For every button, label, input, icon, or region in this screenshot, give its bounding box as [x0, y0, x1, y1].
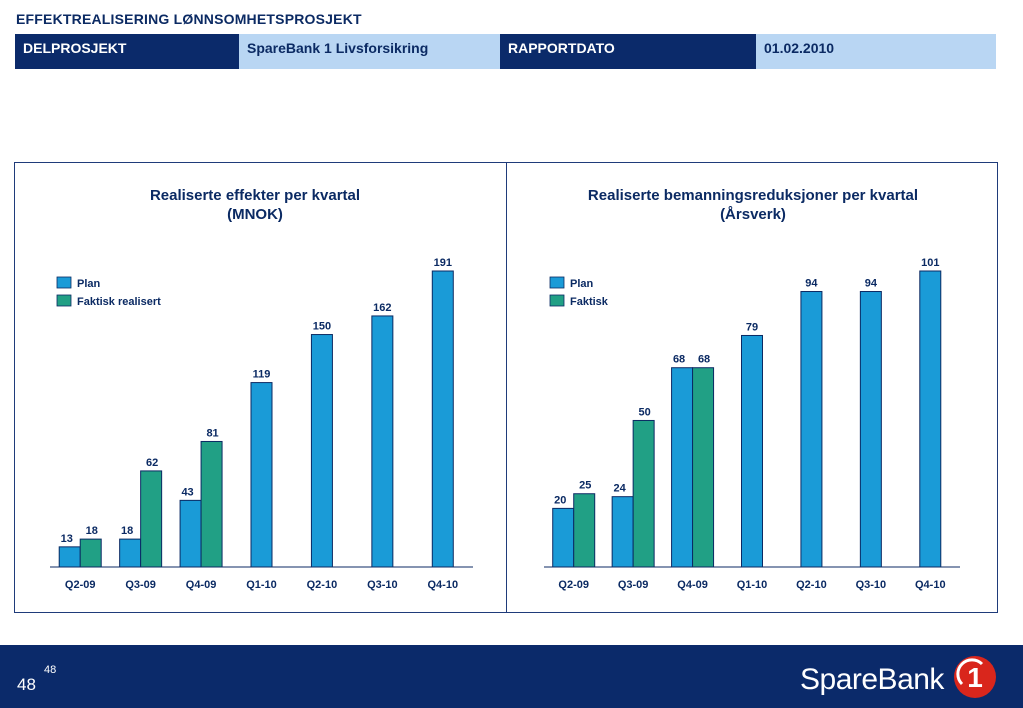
info-value-delprosjekt: SpareBank 1 Livsforsikring: [239, 34, 500, 69]
legend-label: Faktisk realisert: [77, 296, 161, 308]
bar-actual: [692, 367, 715, 568]
x-tick-label: Q2-10: [307, 579, 338, 591]
bar-plan: [371, 315, 394, 568]
chart-subtitle: (MNOK): [227, 206, 283, 223]
bar-plan: [250, 382, 273, 568]
page-title: EFFEKTREALISERING LØNNSOMHETSPROSJEKT: [16, 11, 362, 27]
bar-actual: [140, 470, 163, 568]
legend-label: Plan: [77, 278, 101, 290]
x-tick-label: Q1-10: [737, 579, 768, 591]
bar-plan: [552, 507, 575, 568]
x-tick-label: Q3-09: [618, 579, 649, 591]
data-label: 68: [698, 354, 710, 366]
bar-actual: [573, 493, 596, 568]
info-table: DELPROSJEKT SpareBank 1 Livsforsikring R…: [15, 34, 996, 69]
x-tick-label: Q3-09: [125, 579, 156, 591]
x-tick-label: Q4-09: [677, 579, 708, 591]
panel-divider: [506, 162, 507, 613]
legend-swatch: [549, 276, 565, 289]
bar-actual: [200, 440, 223, 568]
data-label: 18: [121, 525, 133, 537]
x-tick-label: Q3-10: [856, 579, 887, 591]
data-label: 119: [253, 369, 271, 381]
legend-swatch: [56, 294, 72, 307]
info-value-rapportdato: 01.02.2010: [756, 34, 996, 69]
x-tick-label: Q2-09: [65, 579, 96, 591]
data-label: 191: [434, 257, 452, 269]
chart-staff-reduction: Realiserte bemanningsreduksjoner per kva…: [544, 187, 960, 591]
legend-label: Plan: [570, 278, 594, 290]
sparebank-logo: SpareBank 1: [800, 654, 1000, 700]
data-label: 68: [673, 354, 685, 366]
data-label: 162: [373, 302, 391, 314]
info-label-delprosjekt: DELPROSJEKT: [15, 34, 239, 69]
legend-label: Faktisk: [570, 296, 609, 308]
data-label: 81: [206, 427, 218, 439]
page-number: 48: [17, 675, 36, 694]
bar-plan: [611, 496, 634, 568]
data-label: 101: [921, 257, 939, 269]
bar-plan: [741, 334, 763, 568]
bar-actual: [79, 538, 102, 568]
data-label: 79: [746, 321, 758, 333]
x-tick-label: Q2-09: [558, 579, 589, 591]
data-label: 94: [805, 278, 818, 290]
legend-swatch: [549, 294, 565, 307]
bar-plan: [431, 270, 454, 568]
data-label: 94: [865, 278, 878, 290]
x-tick-label: Q1-10: [246, 579, 277, 591]
data-label: 18: [86, 525, 98, 537]
data-label: 25: [579, 480, 591, 492]
bar-plan: [859, 291, 882, 568]
page-number-superscript: 48: [44, 664, 57, 676]
data-label: 50: [639, 406, 651, 418]
data-label: 20: [554, 494, 566, 506]
x-tick-label: Q4-09: [186, 579, 217, 591]
bar-actual: [632, 419, 655, 568]
logo-mark-text: 1: [967, 662, 983, 693]
bar-plan: [179, 499, 202, 568]
footer-bar: [0, 645, 1023, 708]
x-tick-label: Q2-10: [796, 579, 827, 591]
data-label: 43: [181, 486, 193, 498]
bar-plan: [119, 538, 142, 568]
bar-plan: [671, 367, 694, 568]
logo-mark-icon: 1: [954, 656, 996, 698]
x-tick-label: Q3-10: [367, 579, 398, 591]
bar-plan: [800, 291, 823, 568]
x-tick-label: Q4-10: [427, 579, 458, 591]
logo-text: SpareBank: [800, 663, 944, 696]
chart-title: Realiserte effekter per kvartal: [150, 187, 360, 204]
x-tick-label: Q4-10: [915, 579, 946, 591]
bar-plan: [58, 546, 81, 568]
info-label-rapportdato: RAPPORTDATO: [500, 34, 756, 69]
bar-plan: [919, 270, 942, 568]
bar-plan: [310, 334, 333, 568]
chart-title: Realiserte bemanningsreduksjoner per kva…: [588, 187, 918, 204]
chart-subtitle: (Årsverk): [720, 206, 786, 223]
chart-effects: Realiserte effekter per kvartal (MNOK) Pla…: [50, 187, 473, 591]
data-label: 13: [61, 533, 73, 545]
data-label: 24: [614, 483, 627, 495]
data-label: 150: [313, 321, 331, 333]
legend-swatch: [56, 276, 72, 289]
data-label: 62: [146, 457, 158, 469]
